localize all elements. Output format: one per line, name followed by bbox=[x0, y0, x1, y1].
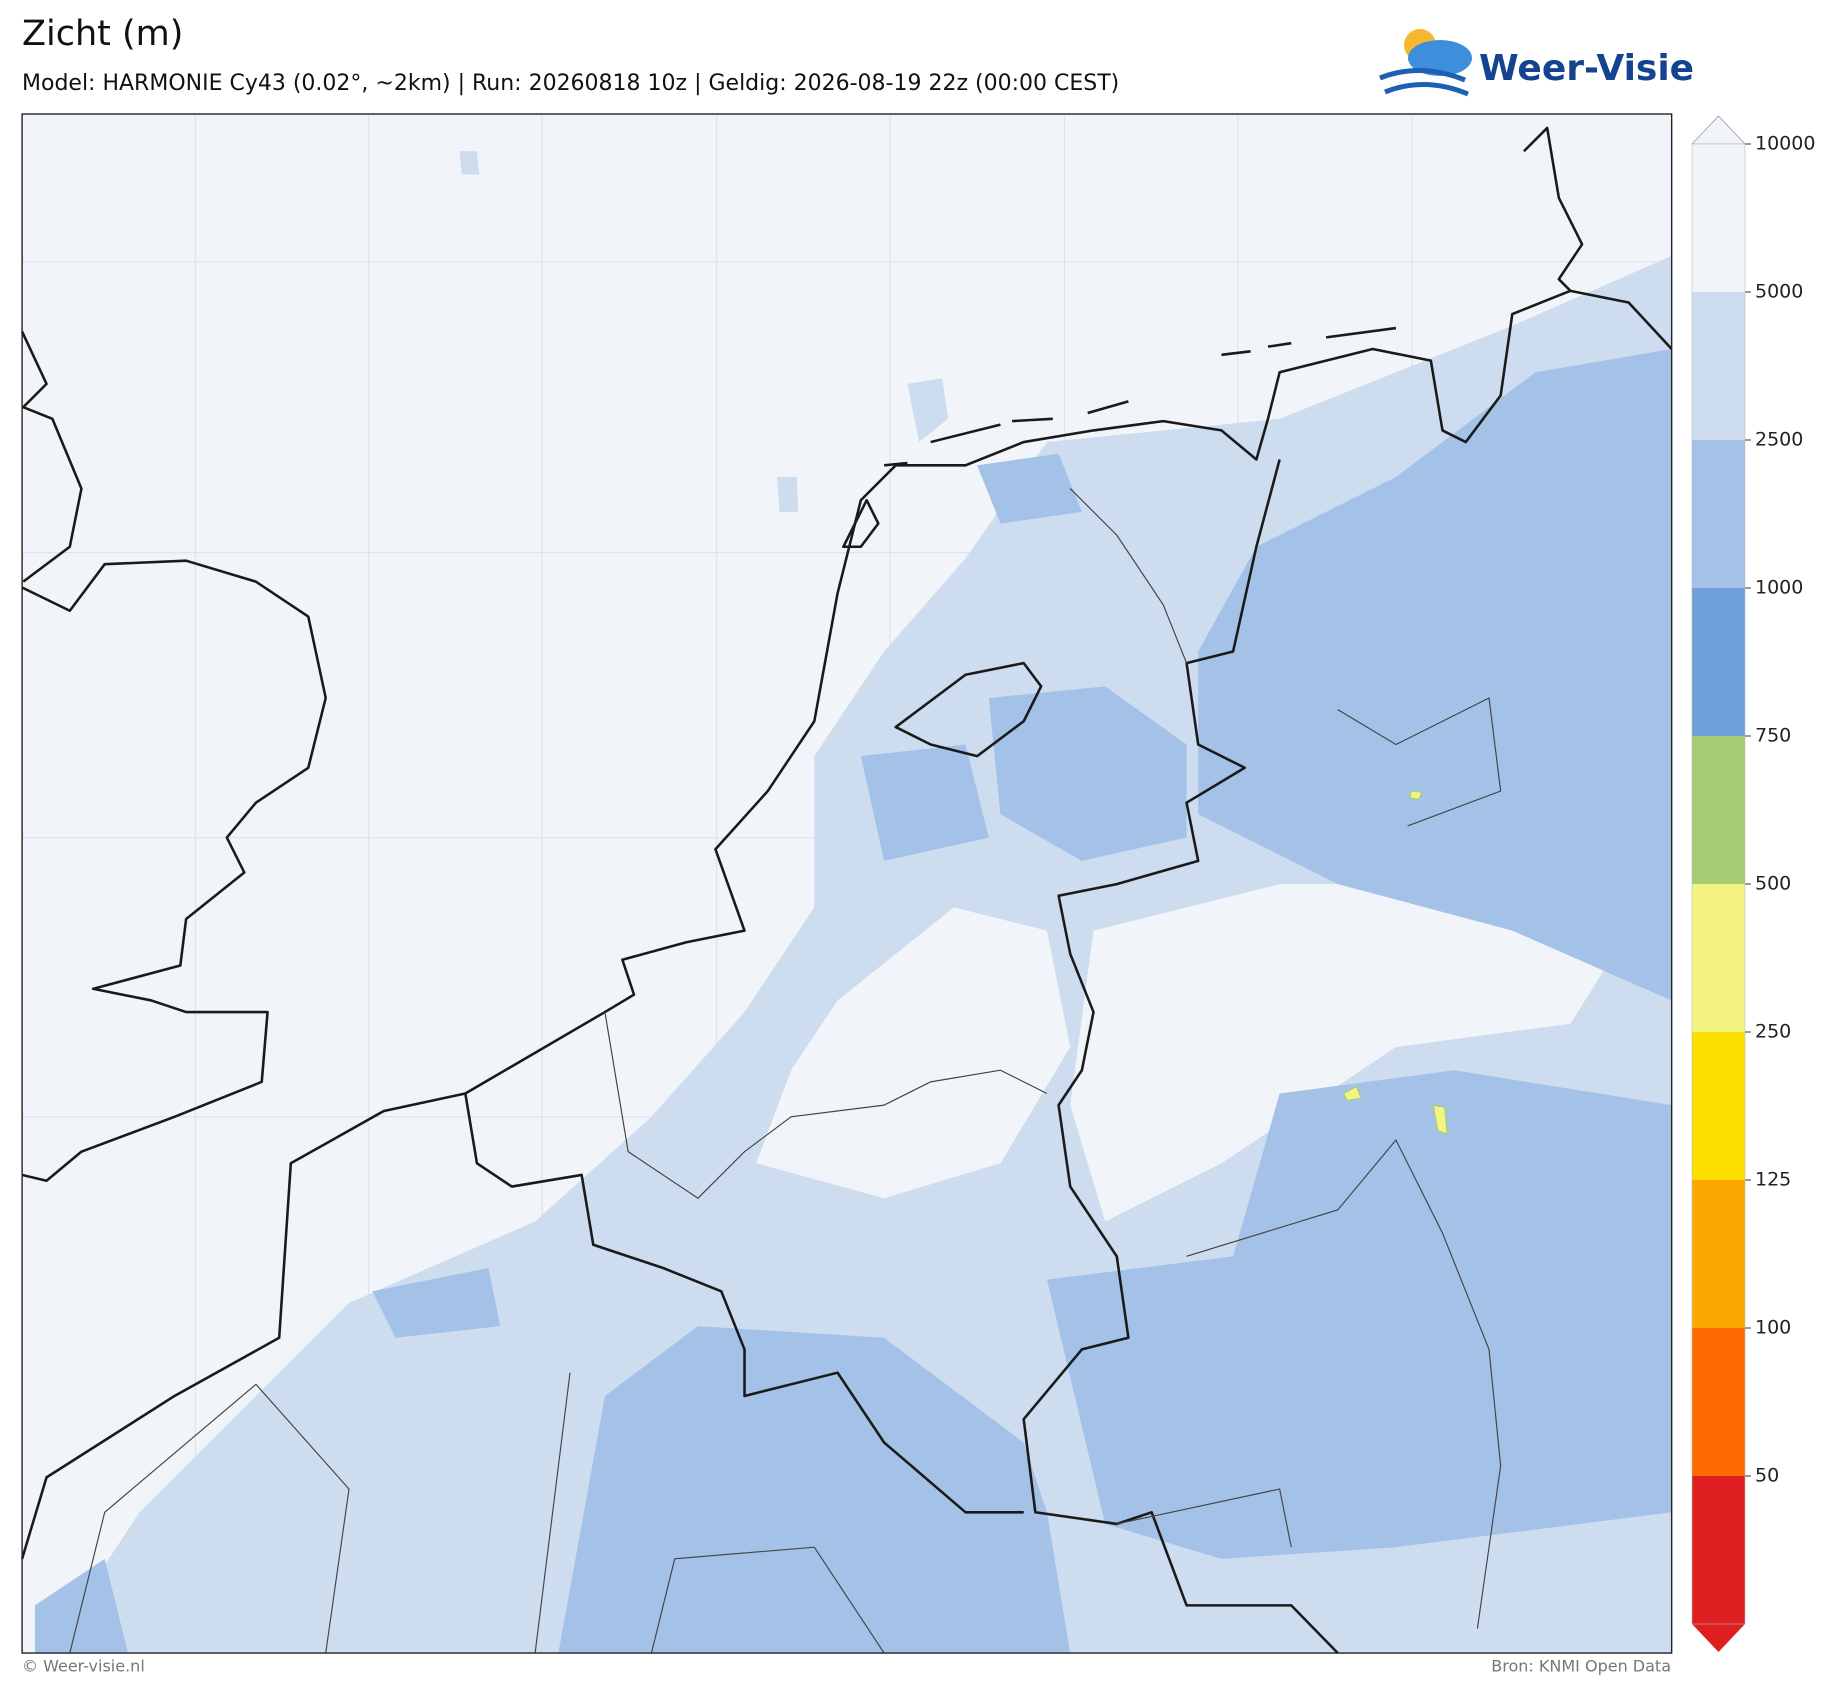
logo: Weer-Visie bbox=[1379, 29, 1694, 97]
logo-text: Weer-Visie bbox=[1479, 48, 1694, 89]
colorbar-segment bbox=[1692, 1328, 1745, 1476]
colorbar-segment bbox=[1692, 144, 1745, 292]
colorbar-segment bbox=[1692, 884, 1745, 1032]
colorbar-tick-label: 1000 bbox=[1755, 577, 1803, 599]
colorbar-segment bbox=[1692, 1180, 1745, 1328]
colorbar: 10000 5000 2500 1000 750 500 250 125 100 50 bbox=[1691, 115, 1815, 1652]
map bbox=[20, 113, 1673, 1654]
colorbar-tick-label: 500 bbox=[1755, 873, 1791, 895]
colorbar-tick-label: 250 bbox=[1755, 1021, 1791, 1043]
colorbar-extend-top bbox=[1691, 115, 1746, 145]
colorbar-segment bbox=[1692, 440, 1745, 588]
subtitle: Model: HARMONIE Cy43 (0.02°, ~2km) | Run… bbox=[22, 71, 1119, 96]
colorbar-segment bbox=[1692, 1032, 1745, 1180]
colorbar-extend-bottom bbox=[1692, 1624, 1745, 1652]
colorbar-segment bbox=[1692, 588, 1745, 736]
colorbar-tick-label: 100 bbox=[1755, 1317, 1791, 1339]
footer-right: Bron: KNMI Open Data bbox=[1491, 1657, 1671, 1676]
colorbar-segment bbox=[1692, 1476, 1745, 1624]
colorbar-frame bbox=[1691, 143, 1746, 1625]
colorbar-tick-label: 10000 bbox=[1755, 133, 1815, 155]
colorbar-tick-label: 50 bbox=[1755, 1465, 1779, 1487]
colorbar-segment bbox=[1692, 736, 1745, 884]
title: Zicht (m) bbox=[22, 14, 183, 54]
colorbar-tick-label: 2500 bbox=[1755, 429, 1803, 451]
colorbar-tick-label: 5000 bbox=[1755, 281, 1803, 303]
colorbar-tick-label: 750 bbox=[1755, 725, 1791, 747]
footer-left: © Weer-visie.nl bbox=[22, 1657, 145, 1676]
colorbar-segment bbox=[1692, 292, 1745, 440]
colorbar-tick-label: 125 bbox=[1755, 1169, 1791, 1191]
